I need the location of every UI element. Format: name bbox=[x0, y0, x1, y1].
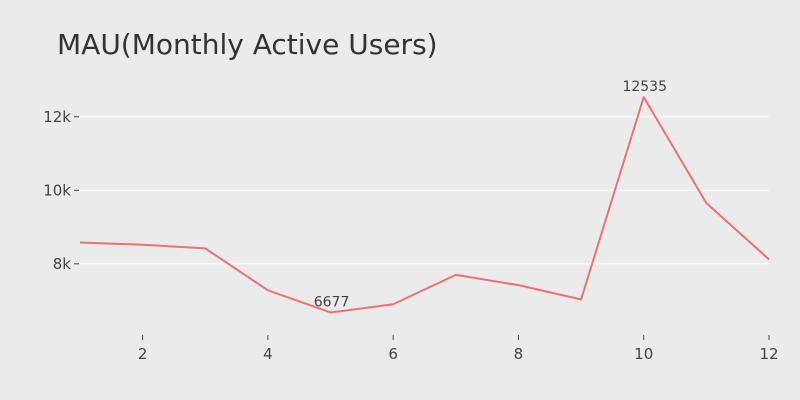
x-tick-label: 2 bbox=[138, 345, 148, 363]
x-tick-label: 12 bbox=[759, 345, 778, 363]
y-tick-label: 8k bbox=[53, 255, 72, 273]
gridlines bbox=[80, 116, 769, 265]
x-tick-label: 4 bbox=[263, 345, 273, 363]
data-label: 6677 bbox=[314, 294, 350, 310]
data-label: 12535 bbox=[622, 79, 667, 95]
axis-ticks: 8k 10k 12k 2 4 6 8 10 12 bbox=[43, 108, 778, 363]
y-tick-label: 10k bbox=[43, 181, 71, 199]
series-path bbox=[79, 96, 770, 314]
x-tick-label: 6 bbox=[388, 345, 398, 363]
chart-title: MAU(Monthly Active Users) bbox=[57, 28, 438, 61]
data-labels: 6677 12535 bbox=[314, 79, 667, 310]
x-tick-label: 10 bbox=[634, 345, 653, 363]
x-tick-label: 8 bbox=[514, 345, 524, 363]
y-tick-label: 12k bbox=[43, 108, 71, 126]
series-layer bbox=[79, 96, 770, 314]
series-line bbox=[79, 96, 770, 314]
